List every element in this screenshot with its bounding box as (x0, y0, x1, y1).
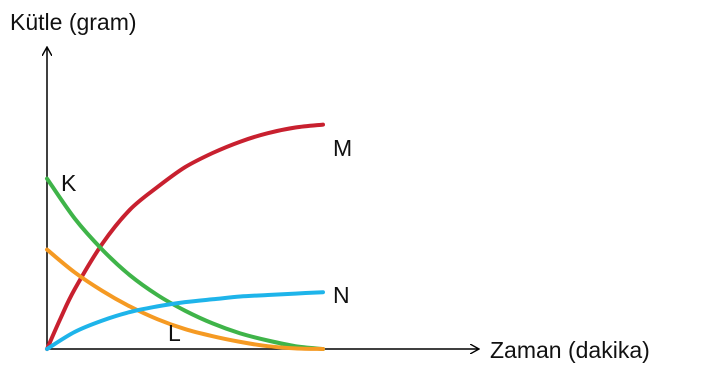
series-label-m: M (333, 135, 352, 161)
series-label-k: K (61, 170, 77, 196)
series-line-m (45, 122, 325, 351)
axes (47, 48, 478, 349)
series-label-n: N (333, 282, 350, 308)
series-line-l (45, 247, 325, 351)
series-layer (45, 122, 325, 351)
series-line-k (45, 176, 325, 351)
series-line-n (45, 290, 325, 351)
y-axis-title: Kütle (gram) (10, 9, 137, 35)
series-label-l: L (168, 320, 181, 346)
x-axis-title: Zaman (dakika) (490, 337, 650, 363)
